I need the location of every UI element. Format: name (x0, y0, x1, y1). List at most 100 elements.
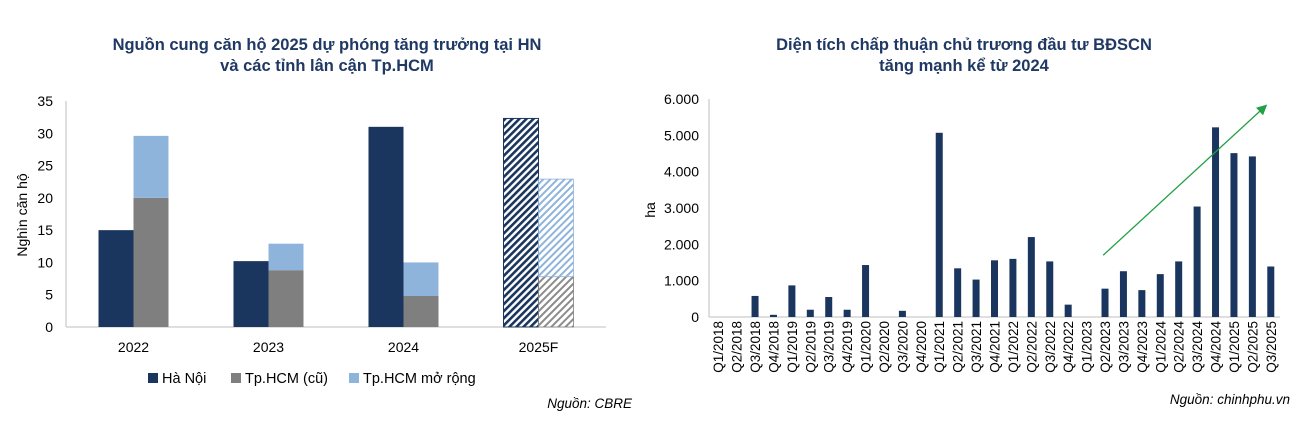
left-bar-hanoi (503, 117, 539, 328)
left-x-tick-label: 2022 (118, 339, 149, 355)
right-bar (1230, 153, 1238, 317)
right-x-tick-label: Q1/2021 (932, 321, 947, 373)
left-bar-hcm-expanded (538, 178, 574, 278)
right-x-tick-label: Q2/2022 (1024, 321, 1039, 373)
right-x-tick-label: Q3/2023 (1116, 321, 1131, 373)
left-y-tick-label: 30 (37, 125, 53, 141)
right-x-tick-label: Q3/2024 (1190, 321, 1205, 373)
right-x-axis: Q1/2018 Q2/2018 Q3/2018 Q4/2018 Q1/2019 Q2/20… (711, 321, 1279, 373)
right-x-tick-label: Q3/2018 (748, 321, 763, 373)
right-bar (954, 268, 962, 317)
right-y-tick-label: 6.000 (664, 91, 699, 107)
left-y-tick-label: 0 (45, 319, 53, 335)
right-y-tick-label: 1.000 (664, 273, 699, 289)
right-bar (1138, 290, 1146, 317)
left-y-tick-label: 25 (37, 158, 53, 174)
left-chart-title-line-1: Nguồn cung căn hộ 2025 dự phóng tăng trư… (113, 36, 542, 54)
left-bar-hcm-expanded (403, 262, 439, 297)
trend-arrow (1102, 104, 1268, 256)
right-bars (751, 127, 1275, 317)
left-legend: Hà Nội Tp.HCM (cũ) Tp.HCM mở rộng (148, 371, 476, 387)
right-y-axis: 0 1.000 2.000 3.000 4.000 5.000 6.000 (664, 91, 1280, 325)
right-x-tick-label: Q4/2020 (914, 321, 929, 373)
right-bar (991, 260, 998, 317)
legend-swatch (231, 373, 241, 383)
right-x-tick-label: Q2/2023 (1098, 321, 1113, 373)
right-x-tick-label: Q3/2019 (822, 321, 837, 373)
left-bar-hcm-old (403, 296, 439, 327)
left-bar-hcm-expanded (268, 243, 304, 271)
right-y-tick-label: 4.000 (664, 164, 699, 180)
right-x-tick-label: Q2/2025 (1245, 321, 1260, 373)
right-x-tick-label: Q1/2024 (1153, 321, 1168, 373)
right-x-tick-label: Q4/2023 (1135, 321, 1150, 373)
right-x-tick-label: Q4/2022 (1061, 321, 1076, 373)
left-bar-hanoi (233, 261, 269, 327)
right-bar (935, 132, 943, 317)
right-x-tick-label: Q3/2021 (969, 321, 984, 373)
right-x-tick-label: Q1/2019 (785, 321, 800, 373)
right-y-tick-label: 5.000 (664, 127, 699, 143)
right-bar (806, 309, 814, 317)
left-x-tick-label: 2024 (388, 339, 419, 355)
right-x-tick-label: Q1/2020 (859, 321, 874, 373)
right-y-tick-label: 0 (691, 309, 699, 325)
right-bar (1064, 304, 1072, 317)
right-y-tick-label: 3.000 (664, 200, 699, 216)
right-bar (1212, 127, 1220, 317)
right-x-tick-label: Q1/2022 (1006, 321, 1021, 373)
right-x-tick-label: Q3/2025 (1264, 321, 1279, 373)
right-bar (1027, 237, 1035, 317)
right-source: Nguồn: chinhphu.vn (1170, 392, 1290, 407)
left-bar-hcm-old (538, 276, 574, 328)
right-bar (1193, 206, 1201, 317)
left-bar-hcm-old (133, 197, 169, 327)
left-chart: Nguồn cung căn hộ 2025 dự phóng tăng trư… (14, 36, 633, 411)
left-bar-hcm-old (268, 270, 304, 327)
left-chart-title-line-2: và các tỉnh lân cận Tp.HCM (220, 57, 434, 75)
right-x-tick-label: Q3/2020 (895, 321, 910, 373)
left-y-tick-label: 35 (37, 93, 53, 109)
right-x-tick-label: Q2/2024 (1172, 321, 1187, 373)
right-x-tick-label: Q4/2021 (988, 321, 1003, 373)
left-y-tick-label: 20 (37, 190, 53, 206)
right-x-tick-label: Q2/2021 (951, 321, 966, 373)
left-bar-hanoi (98, 230, 134, 327)
right-x-tick-label: Q2/2020 (877, 321, 892, 373)
legend-swatch (349, 373, 359, 383)
right-bar (1101, 288, 1109, 317)
left-x-axis: 2022 2023 2024 2025F (118, 339, 558, 355)
legend-swatch (148, 373, 158, 383)
right-chart-title-line-2: tăng mạnh kể từ 2024 (879, 57, 1049, 75)
left-y-tick-label: 10 (37, 254, 53, 270)
right-x-tick-label: Q1/2025 (1227, 321, 1242, 373)
left-source: Nguồn: CBRE (547, 396, 633, 411)
right-x-tick-label: Q4/2024 (1209, 321, 1224, 373)
right-chart: Diện tích chấp thuận chủ trương đầu tư B… (642, 36, 1290, 407)
right-bar (1175, 261, 1183, 317)
right-x-tick-label: Q2/2018 (730, 321, 745, 373)
left-y-axis-title: Nghìn căn hộ (14, 173, 30, 256)
right-bar (788, 285, 796, 317)
right-bar (769, 314, 777, 317)
right-bar (1267, 266, 1275, 317)
right-bar (1009, 258, 1017, 317)
right-x-tick-label: Q2/2019 (803, 321, 818, 373)
trend-arrow-line (1102, 104, 1268, 256)
right-bar (972, 279, 980, 317)
right-bar (751, 295, 759, 317)
left-y-tick-label: 5 (45, 287, 53, 303)
legend-label: Hà Nội (162, 371, 206, 387)
left-x-tick-label: 2023 (253, 339, 284, 355)
right-x-tick-label: Q1/2018 (711, 321, 726, 373)
right-y-tick-label: 2.000 (664, 236, 699, 252)
right-bar (1119, 271, 1127, 317)
right-x-tick-label: Q1/2023 (1080, 321, 1095, 373)
left-y-tick-label: 15 (37, 222, 53, 238)
right-x-tick-label: Q4/2018 (766, 321, 781, 373)
legend-label: Tp.HCM (cũ) (245, 371, 328, 387)
right-x-tick-label: Q4/2019 (840, 321, 855, 373)
right-y-axis-title: ha (642, 202, 658, 218)
right-bar (843, 309, 851, 317)
